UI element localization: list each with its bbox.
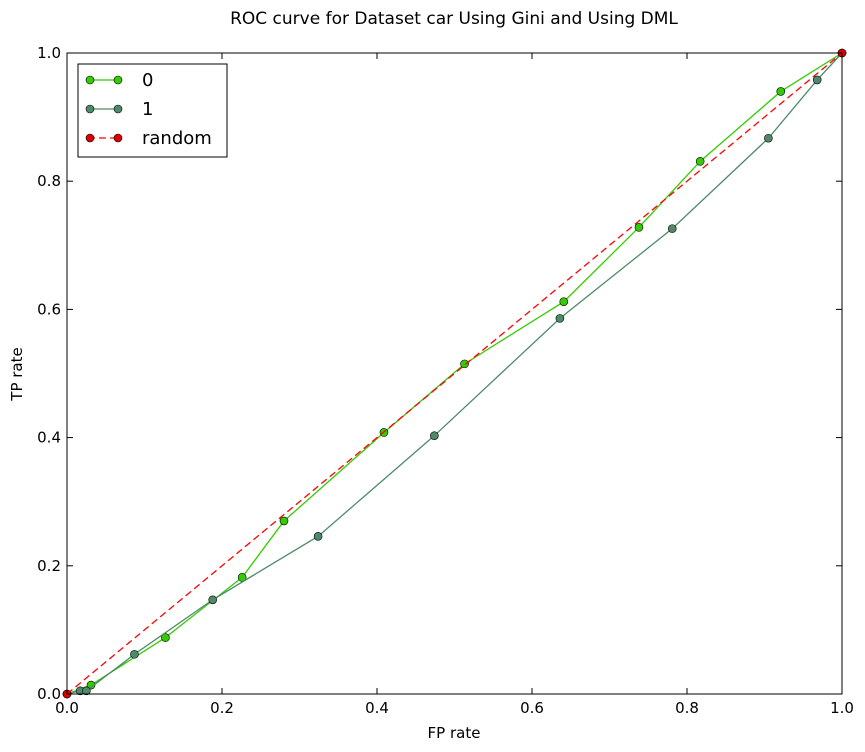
y-tick-label: 0.0 [37, 685, 61, 703]
plot-area: 0.0 0.2 0.4 0.6 0.8 1.0 0.0 0.2 0.4 0.6 0.8 1.0 [37, 44, 854, 717]
y-tick-label: 0.2 [37, 557, 61, 575]
y-tick-label: 0.8 [37, 172, 61, 190]
series-point-0 [559, 297, 569, 307]
legend: 0 1 random [77, 63, 228, 158]
y-tick-label: 0.6 [37, 300, 61, 318]
x-axis-label: FP rate [428, 724, 481, 742]
legend-marker-random [85, 133, 95, 143]
series-point-1 [555, 314, 565, 323]
legend-label-1: 1 [142, 99, 153, 120]
legend-marker-1 [113, 104, 123, 114]
series-point-1 [812, 75, 822, 85]
series-point-0 [695, 157, 705, 166]
x-tick-label: 0.0 [55, 699, 79, 717]
legend-box [77, 63, 228, 158]
y-tick-label: 1.0 [37, 44, 61, 62]
series-point-1 [764, 133, 773, 143]
series-line-random [66, 52, 843, 695]
legend-marker-random [113, 133, 123, 143]
x-tick-label: 0.8 [675, 699, 699, 717]
series-point-1 [208, 595, 217, 605]
x-tick-label: 0.4 [365, 699, 389, 717]
legend-marker-0 [85, 75, 95, 85]
series-point-1 [667, 224, 677, 233]
x-tick-label: 1.0 [830, 699, 854, 717]
series-point-0 [634, 223, 644, 232]
series-point-1 [130, 649, 139, 659]
y-axis-label: TP rate [8, 347, 26, 401]
series-point-1 [313, 532, 323, 541]
x-tick-label: 0.6 [520, 699, 544, 717]
chart-title: ROC curve for Dataset car Using Gini and… [230, 9, 678, 29]
series-point-0 [279, 516, 289, 526]
legend-label-random: random [142, 128, 212, 149]
series-point-0 [161, 633, 170, 642]
legend-marker-1 [85, 104, 95, 114]
series-point-1 [430, 431, 439, 440]
x-tick-label: 0.2 [210, 699, 234, 717]
series-point-1 [82, 686, 91, 696]
plot-frame [66, 52, 843, 695]
legend-label-0: 0 [142, 70, 153, 91]
series-point-0 [776, 87, 786, 96]
series-point-0 [460, 359, 469, 369]
y-tick-label: 0.4 [37, 429, 61, 447]
legend-marker-0 [113, 75, 123, 85]
